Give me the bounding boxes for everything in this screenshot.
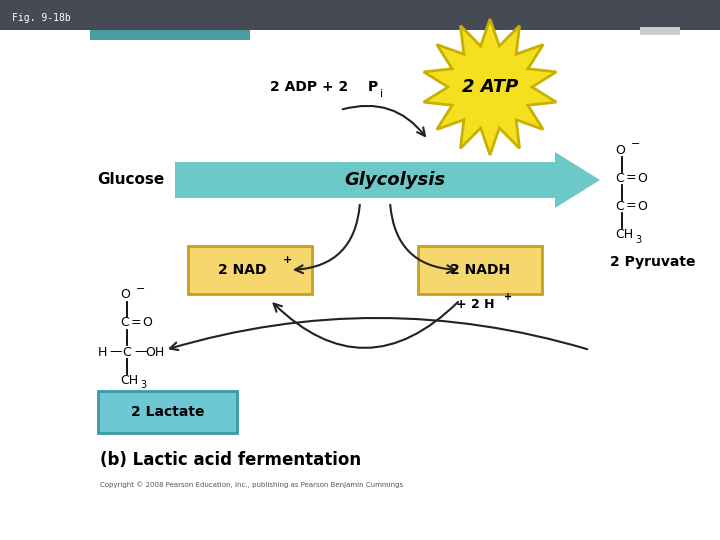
Text: C: C [615, 172, 624, 185]
Text: C: C [120, 316, 129, 329]
Text: P: P [368, 80, 378, 94]
Text: O: O [637, 172, 647, 185]
Text: 2 Lactate: 2 Lactate [131, 405, 204, 419]
Text: 2 ATP: 2 ATP [462, 78, 518, 96]
Text: 3: 3 [635, 235, 641, 245]
Bar [90, 30, 700, 520]
Text: —: — [134, 346, 146, 359]
Text: (b) Lactic acid fermentation: (b) Lactic acid fermentation [100, 451, 361, 469]
Text: C: C [122, 346, 131, 359]
Text: C: C [615, 199, 624, 213]
Text: Glycolysis: Glycolysis [344, 171, 446, 189]
Text: +: + [504, 292, 512, 302]
Text: CH: CH [615, 228, 633, 241]
FancyBboxPatch shape [418, 246, 542, 294]
Text: OH: OH [145, 346, 164, 359]
Text: 2 NAD: 2 NAD [217, 263, 266, 277]
Text: + 2 H: + 2 H [456, 299, 494, 312]
Text: 2 ADP + 2: 2 ADP + 2 [270, 80, 348, 94]
Text: 3: 3 [140, 380, 146, 390]
Text: −: − [136, 284, 145, 294]
Polygon shape [423, 19, 557, 155]
Text: =: = [626, 199, 636, 213]
Bar [90, 30, 250, 40]
Text: Copyright © 2008 Pearson Education, Inc., publishing as Pearson Benjamin Cumming: Copyright © 2008 Pearson Education, Inc.… [100, 482, 403, 488]
FancyArrowPatch shape [170, 318, 588, 350]
Text: O: O [615, 144, 625, 157]
Text: 2 NADH: 2 NADH [450, 263, 510, 277]
Text: CH: CH [120, 374, 138, 387]
FancyBboxPatch shape [98, 391, 237, 433]
Text: +: + [282, 255, 292, 265]
Text: =: = [131, 316, 142, 329]
Text: =: = [626, 172, 636, 185]
Text: Glucose: Glucose [98, 172, 165, 187]
Text: Fig. 9-18b: Fig. 9-18b [12, 13, 71, 23]
Polygon shape [175, 152, 600, 208]
Text: 2 Pyruvate: 2 Pyruvate [610, 255, 696, 269]
Text: O: O [120, 288, 130, 301]
FancyArrowPatch shape [343, 106, 425, 136]
FancyArrowPatch shape [390, 205, 455, 273]
Text: O: O [637, 199, 647, 213]
Text: i: i [380, 89, 383, 99]
Text: −: − [631, 139, 640, 149]
Text: O: O [142, 316, 152, 329]
FancyBboxPatch shape [188, 246, 312, 294]
Text: —: — [109, 346, 122, 359]
FancyArrowPatch shape [274, 302, 458, 348]
Bar [640, 27, 680, 35]
FancyArrowPatch shape [295, 205, 360, 273]
Bar [0, 0, 720, 30]
Text: H: H [98, 346, 107, 359]
